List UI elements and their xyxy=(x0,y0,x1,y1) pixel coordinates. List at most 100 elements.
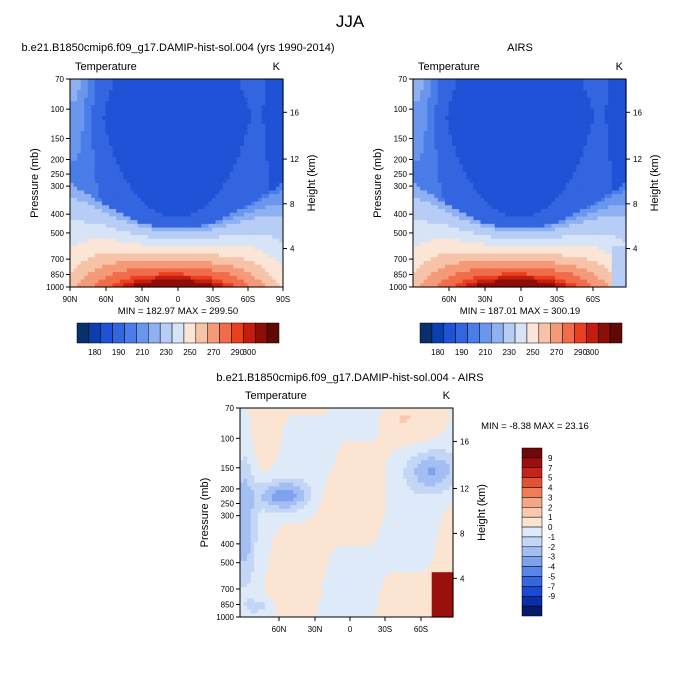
heatmap-cell xyxy=(109,138,114,143)
heatmap-cell xyxy=(597,82,602,88)
heatmap-cell xyxy=(70,82,75,88)
heatmap-cell xyxy=(512,112,517,117)
heatmap-cell xyxy=(251,186,256,192)
heatmap-cell xyxy=(190,119,195,125)
heatmap-cell xyxy=(116,157,121,162)
heatmap-cell xyxy=(176,127,181,132)
heatmap-cell xyxy=(158,283,163,288)
heatmap-cell xyxy=(130,216,135,221)
heatmap-cell xyxy=(112,223,117,229)
heatmap-cell xyxy=(204,108,210,114)
heatmap-cell xyxy=(243,175,249,180)
heatmap-cell xyxy=(98,86,103,91)
heatmap-cell xyxy=(272,220,277,225)
heatmap-cell xyxy=(544,86,549,91)
heatmap-cell xyxy=(84,149,89,154)
heatmap-cell xyxy=(144,253,149,258)
heatmap-cell xyxy=(197,205,202,210)
heatmap-cell xyxy=(219,134,224,140)
heatmap-cell xyxy=(444,116,450,121)
heatmap-cell xyxy=(201,86,206,91)
heatmap-cell xyxy=(194,153,199,158)
heatmap-cell xyxy=(505,138,510,143)
heatmap-cell xyxy=(98,257,103,262)
heatmap-cell xyxy=(247,268,252,273)
heatmap-cell xyxy=(601,79,606,84)
heatmap-cell xyxy=(523,153,528,158)
heatmap-cell xyxy=(105,82,110,88)
heatmap-cell xyxy=(268,145,273,151)
heatmap-cell xyxy=(187,97,192,102)
heatmap-cell xyxy=(98,153,103,158)
heatmap-cell xyxy=(130,268,135,273)
heatmap-cell xyxy=(187,235,192,240)
heatmap-cell xyxy=(155,90,160,95)
heatmap-cell xyxy=(240,183,245,188)
heatmap-cell xyxy=(87,127,92,132)
heatmap-cell xyxy=(476,160,482,166)
heatmap-cell xyxy=(519,134,524,140)
heatmap-cell xyxy=(155,209,160,214)
heatmap-cell xyxy=(265,268,270,273)
heatmap-cell xyxy=(94,205,99,210)
heatmap-cell xyxy=(420,108,425,114)
heatmap-cell xyxy=(229,93,234,99)
heatmap-cell xyxy=(77,183,82,188)
heatmap-cell xyxy=(484,97,489,102)
heatmap-cell xyxy=(236,142,241,147)
heatmap-cell xyxy=(601,112,606,117)
heatmap-cell xyxy=(519,149,524,154)
heatmap-cell xyxy=(112,86,117,91)
heatmap-cell xyxy=(498,134,503,140)
heatmap-cell xyxy=(123,93,128,99)
heatmap-cell xyxy=(268,116,273,121)
heatmap-cell xyxy=(558,168,563,173)
heatmap-cell xyxy=(508,82,513,88)
heatmap-cell xyxy=(473,153,478,158)
heatmap-cell xyxy=(268,190,273,195)
heatmap-cell xyxy=(190,197,195,203)
heatmap-cell xyxy=(87,201,92,206)
heatmap-cell xyxy=(105,235,110,240)
heatmap-cell xyxy=(190,279,195,284)
heatmap-cell xyxy=(448,116,453,121)
heatmap-cell xyxy=(448,86,453,91)
heatmap-cell xyxy=(562,160,567,166)
heatmap-cell xyxy=(101,212,107,218)
heatmap-cell xyxy=(77,101,82,106)
heatmap-cell xyxy=(229,112,234,117)
heatmap-cell xyxy=(112,201,117,206)
heatmap-cell xyxy=(190,105,195,110)
heatmap-cell xyxy=(197,261,202,266)
heatmap-cell xyxy=(551,157,556,162)
heatmap-cell xyxy=(101,82,107,88)
heatmap-cell xyxy=(466,153,471,158)
heatmap-cell xyxy=(112,209,117,214)
heatmap-cell xyxy=(247,249,252,255)
heatmap-cell xyxy=(254,190,259,195)
heatmap-cell xyxy=(77,116,82,121)
heatmap-cell xyxy=(212,79,217,84)
colorbar-swatch xyxy=(100,322,113,344)
heatmap-cell xyxy=(523,164,528,169)
heatmap-cell xyxy=(155,142,160,147)
heatmap-cell xyxy=(236,272,241,277)
heatmap-cell xyxy=(243,194,249,199)
heatmap-cell xyxy=(562,171,567,177)
heatmap-cell xyxy=(515,153,521,158)
heatmap-cell xyxy=(530,86,535,91)
heatmap-cell xyxy=(197,283,202,288)
heatmap-cell xyxy=(420,160,425,166)
heatmap-cell xyxy=(112,119,117,125)
heatmap-cell xyxy=(219,179,224,184)
heatmap-cell xyxy=(569,93,574,99)
heatmap-cell xyxy=(84,93,89,99)
heatmap-cell xyxy=(508,105,513,110)
heatmap-cell xyxy=(569,90,574,95)
heatmap-cell xyxy=(254,90,259,95)
heatmap-cell xyxy=(98,249,103,255)
heatmap-cell xyxy=(576,108,581,114)
heatmap-cell xyxy=(144,112,149,117)
heatmap-cell xyxy=(172,82,178,88)
heatmap-cell xyxy=(194,131,199,136)
